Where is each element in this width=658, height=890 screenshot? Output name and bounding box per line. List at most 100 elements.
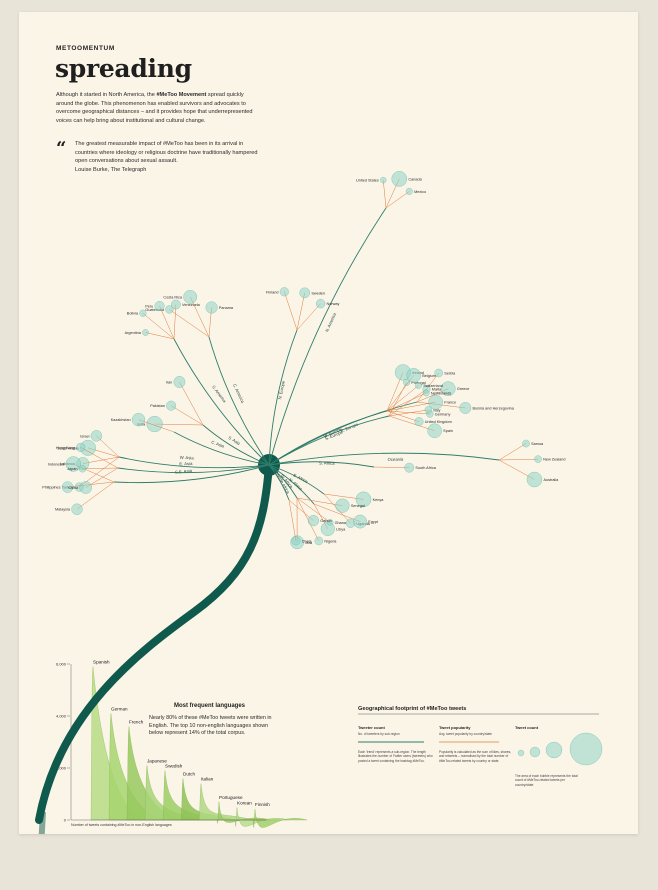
country-label-japan: Japan [67, 467, 77, 471]
country-label-germany: Germany [435, 413, 451, 417]
country-twig-samoa [498, 443, 527, 461]
country-bubble-united-kingdom [414, 417, 424, 427]
region-label-c-asia: C. Asia [211, 439, 226, 448]
language-label-swedish: Swedish [165, 764, 183, 769]
legend-popularity-sub: Avg. tweet popularity by country/state [439, 732, 492, 736]
region-s-america: S. America Argentina Bolivia Peru Venezuela [125, 299, 270, 466]
region-label-s-america: S. America [211, 384, 228, 404]
country-bubble-chad [291, 536, 301, 546]
region-label-e-asia: E. Asia [179, 461, 193, 466]
country-twig-costa-rica [189, 296, 210, 338]
country-bubble-panama [205, 301, 218, 314]
country-label-mali: Mali [305, 541, 312, 545]
country-bubble-hong-kong [76, 442, 86, 452]
country-bubble-serbia [434, 368, 443, 378]
country-bubble-kenya [355, 491, 372, 508]
country-label-indonesia: Indonesia [48, 463, 65, 467]
legend-tweetcount-text: The area of each bubble represents the t… [515, 774, 578, 787]
country-label-argentina: Argentina [125, 331, 142, 335]
country-twig-guatemala [169, 309, 210, 338]
country-twig-france [386, 401, 436, 412]
country-label-venezuela: Venezuela [182, 303, 201, 307]
intro-text: Although it started in North America, th… [56, 91, 256, 125]
country-label-australia: Australia [543, 478, 559, 482]
legend-popularity-text: Popularity is calculated as the sum of l… [439, 750, 512, 763]
country-bubble-nigeria [314, 536, 324, 546]
country-bubble-samoa [522, 439, 530, 448]
legend-tweeter-heading: Tweeter count [358, 725, 385, 730]
y-tick-label: 4,000 [56, 714, 67, 719]
quote-author: Louise Burke, The Telegraph [75, 166, 147, 173]
country-bubble-israel [90, 430, 103, 442]
country-twig-iran [179, 381, 204, 426]
country-twig-netherlands [386, 392, 427, 412]
language-label-finnish: Finnish [255, 802, 270, 807]
quote: The greatest measurable impact of #MeToo… [75, 140, 265, 174]
legend-title: Geographical footprint of #MeToo tweets [358, 706, 467, 712]
country-label-malaysia: Malaysia [55, 508, 71, 512]
country-bubble-venezuela [171, 299, 181, 310]
country-label-italy: Italy [433, 408, 440, 412]
country-bubble-australia [526, 471, 543, 488]
country-label-united-states: United States [356, 179, 379, 183]
country-bubble-ghana [326, 519, 334, 526]
country-label-nigeria: Nigeria [324, 539, 337, 543]
country-label-mexico: Mexico [414, 190, 426, 194]
language-label-dutch: Dutch [183, 771, 195, 776]
country-bubble-philippines [61, 481, 74, 493]
country-label-china: China [68, 486, 79, 490]
country-label-samoa: Samoa [531, 442, 544, 446]
country-twig-spain [388, 415, 435, 431]
country-bubble-egypt [353, 514, 367, 529]
region-branch-w-africa [268, 464, 298, 499]
country-label-france: France [444, 401, 456, 405]
country-label-costa-rica: Costa Rica [163, 295, 182, 299]
region-e-asia: E. Asia China Japan Hong Kong [56, 442, 270, 494]
brand: METOOMENTUM [56, 45, 115, 52]
languages-description: Nearly 80% of these #MeToo tweets were w… [149, 715, 272, 737]
country-bubble-peru [154, 301, 165, 311]
region-branch-c-asia [173, 431, 270, 466]
country-bubble-china [79, 481, 92, 494]
country-bubble-south-africa [404, 462, 415, 473]
language-chart: 0 2,000 4,000 6,000 Spanish German French Japan… [56, 660, 308, 828]
region-branch-w-europe [268, 410, 388, 466]
country-bubble-argentina [142, 329, 149, 336]
country-twig-egypt [313, 503, 361, 522]
country-bubble-bolivia [139, 309, 147, 317]
country-twig-new-zealand [498, 458, 539, 461]
country-twig-belgium [386, 375, 414, 412]
y-tick-label: 0 [64, 818, 67, 823]
region-label-oceania: Oceania [388, 457, 404, 462]
country-twig-chad [288, 499, 297, 541]
country-twig-hong-kong [80, 447, 119, 469]
country-label-senegal: Senegal [351, 504, 365, 508]
country-bubble-bosnia-and-herzegovina [459, 402, 472, 414]
country-bubble-norway [315, 298, 326, 309]
country-label-serbia: Serbia [444, 372, 456, 376]
region-label-s-asia: S. Asia [227, 435, 241, 446]
country-bubble-switzerland [415, 382, 422, 389]
country-twig-ghana [296, 497, 331, 523]
country-twig-china [85, 467, 119, 488]
y-tick-label: 2,000 [56, 766, 67, 771]
region-n-europe: N. Europe Finland Sweden Norway [266, 287, 340, 466]
region-branch-n-america [268, 207, 387, 466]
country-twig-united-kingdom [386, 410, 420, 422]
region-label-w-asia: W. Asia [180, 455, 195, 461]
legend-bubble-4 [569, 732, 603, 766]
language-area-italian [198, 783, 254, 821]
country-bubble-belgium [406, 368, 421, 383]
region-branch-e-asia [117, 464, 270, 474]
country-label-guatemala: Guatemala [145, 308, 164, 312]
country-label-sweden: Sweden [311, 291, 325, 295]
language-area-portuguese [216, 801, 272, 824]
stem-tail [38, 811, 46, 834]
legend-bubble-1 [517, 749, 525, 757]
country-twig-india [154, 423, 204, 426]
region-branch-s-europe [268, 415, 390, 466]
country-label-libya: Libya [336, 527, 346, 531]
country-bubble-greece [440, 381, 456, 396]
region-branch-s-asia [202, 424, 270, 466]
country-bubble-pakistan [166, 400, 177, 411]
